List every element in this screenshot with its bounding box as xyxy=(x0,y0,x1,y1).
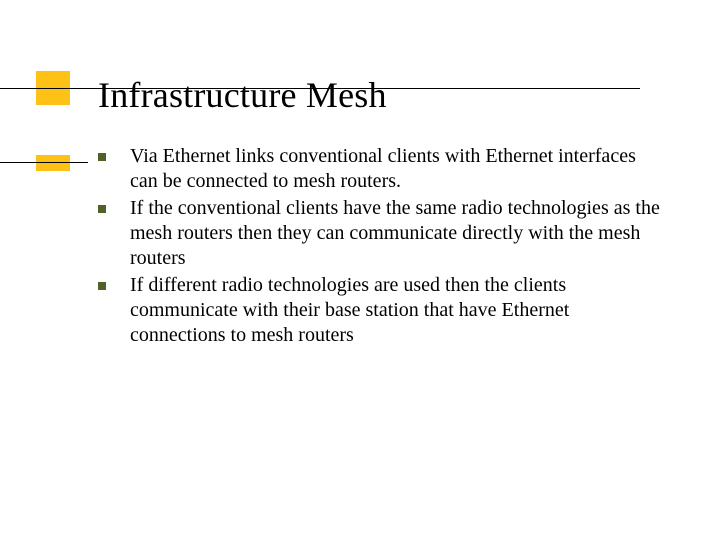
bullet-list: Via Ethernet links conventional clients … xyxy=(98,144,668,350)
list-item: If different radio technologies are used… xyxy=(98,273,668,348)
accent-underline xyxy=(0,162,88,163)
list-item: If the conventional clients have the sam… xyxy=(98,196,668,271)
bullet-icon xyxy=(98,282,106,290)
list-item: Via Ethernet links conventional clients … xyxy=(98,144,668,194)
bullet-text: If different radio technologies are used… xyxy=(130,273,668,348)
bullet-icon xyxy=(98,205,106,213)
bullet-icon xyxy=(98,153,106,161)
page-title: Infrastructure Mesh xyxy=(98,74,387,116)
bullet-text: Via Ethernet links conventional clients … xyxy=(130,144,668,194)
accent-bar xyxy=(36,155,70,171)
bullet-text: If the conventional clients have the sam… xyxy=(130,196,668,271)
